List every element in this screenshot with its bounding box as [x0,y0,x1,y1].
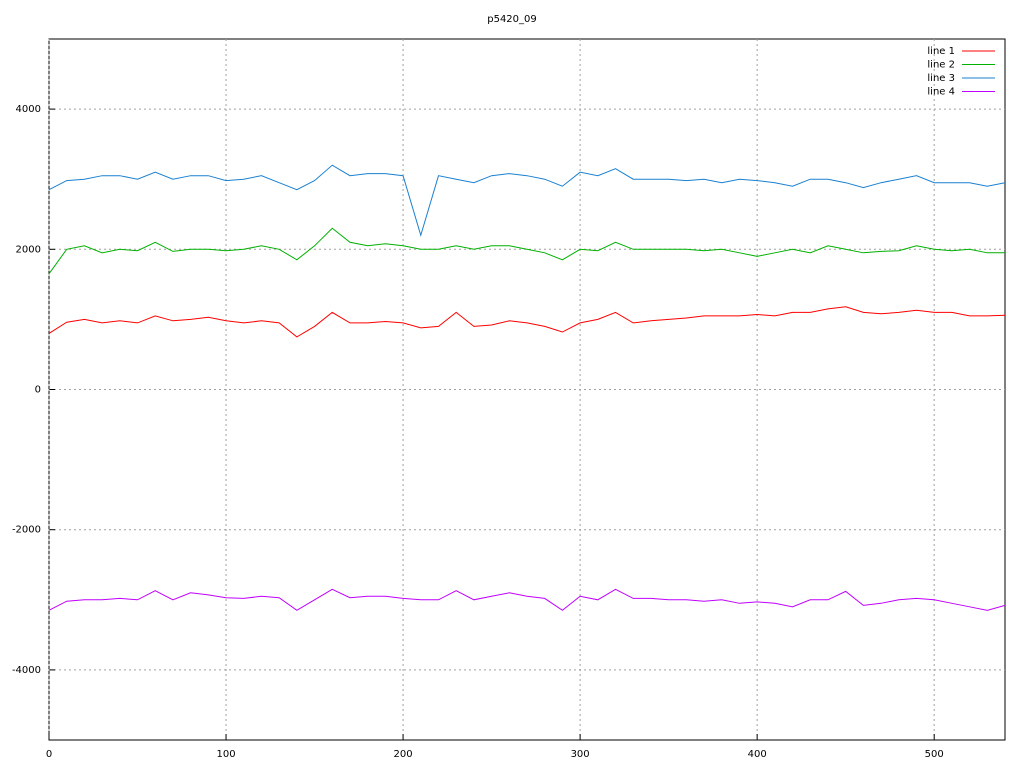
x-tick-label: 100 [216,749,235,760]
x-tick-label: 300 [571,749,590,760]
y-tick-label: -2000 [12,525,41,536]
legend-label: line 3 [927,73,955,84]
data-line [48,227,1005,275]
y-tick-label: 0 [35,385,41,396]
legend-label: line 2 [927,60,955,71]
data-line [48,588,1006,611]
data-line [48,164,1006,238]
legend-label: line 4 [927,87,955,98]
data-line [48,306,1006,338]
x-tick-label: 400 [748,749,767,760]
y-tick-label: -4000 [12,665,41,676]
chart-title: p5420_09 [487,14,537,25]
x-tick-label: 200 [394,749,413,760]
x-tick-label: 0 [46,749,52,760]
y-tick-label: 4000 [16,104,41,115]
y-tick-label: 2000 [16,244,41,255]
legend-label: line 1 [927,46,955,57]
x-tick-label: 500 [925,749,944,760]
